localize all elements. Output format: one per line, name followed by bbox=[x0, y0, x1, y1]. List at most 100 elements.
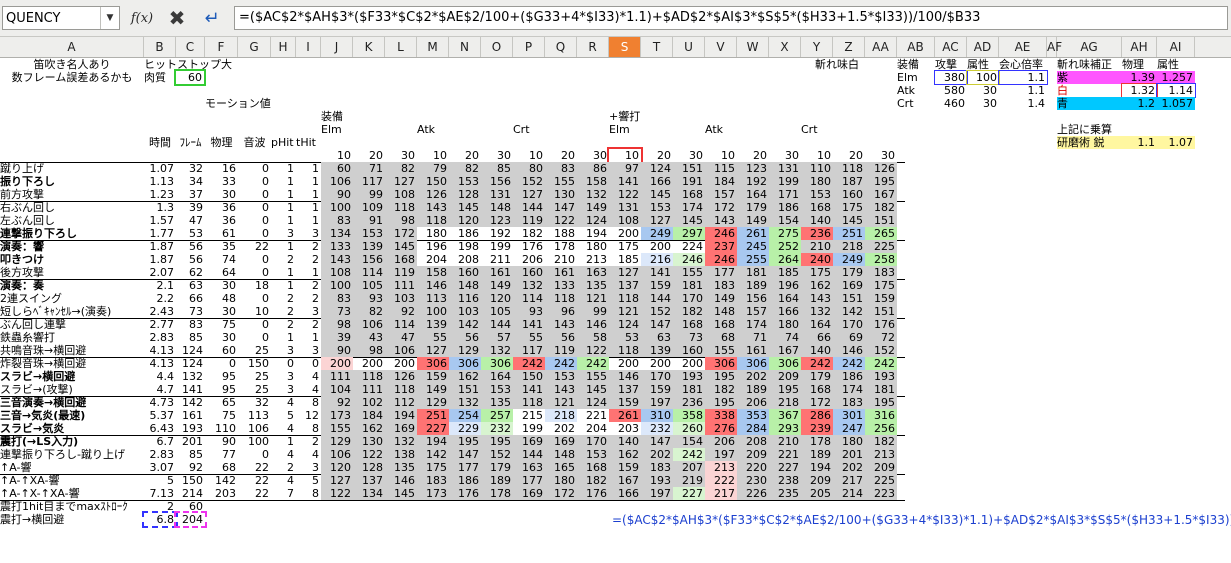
cell-b[interactable]: 時間 bbox=[149, 136, 171, 149]
cell-i[interactable]: 2 bbox=[312, 253, 319, 266]
damage-cell[interactable]: 132 bbox=[513, 279, 545, 292]
damage-cell[interactable]: 215 bbox=[522, 409, 543, 422]
damage-cell[interactable]: 119 bbox=[545, 344, 577, 357]
cell-b[interactable]: 1.13 bbox=[149, 175, 175, 188]
cell-g[interactable]: 0 bbox=[262, 292, 269, 305]
cell-b[interactable]: 4.13 bbox=[149, 344, 175, 357]
damage-cell[interactable]: 127 bbox=[321, 474, 353, 487]
damage-cell[interactable]: 183 bbox=[641, 461, 673, 474]
cell-i[interactable] bbox=[296, 513, 321, 526]
damage-cell[interactable]: 119 bbox=[385, 266, 417, 279]
damage-cell[interactable]: 120 bbox=[481, 292, 513, 305]
damage-cell[interactable]: 189 bbox=[801, 448, 833, 461]
damage-cell[interactable]: 166 bbox=[609, 487, 641, 500]
row-label[interactable]: 演奏：奏 bbox=[0, 279, 44, 292]
damage-cell[interactable]: 124 bbox=[609, 318, 641, 331]
cell-h[interactable]: 4 bbox=[287, 396, 294, 409]
damage-cell[interactable]: 213 bbox=[586, 253, 607, 266]
damage-cell[interactable]: 200 bbox=[321, 357, 353, 370]
cell-h[interactable]: 1 bbox=[287, 435, 294, 448]
cell-h[interactable]: 2 bbox=[287, 253, 294, 266]
damage-cell[interactable]: 227 bbox=[673, 487, 705, 500]
damage-cell[interactable]: 160 bbox=[673, 344, 705, 357]
cell-i[interactable]: 1 bbox=[312, 201, 319, 214]
damage-cell[interactable]: 232 bbox=[481, 422, 513, 435]
damage-cell[interactable]: 133 bbox=[545, 279, 577, 292]
cell-a[interactable]: 笛吹き名人あり bbox=[33, 58, 111, 71]
damage-cell[interactable]: 173 bbox=[321, 409, 353, 422]
column-header-t[interactable]: T bbox=[641, 37, 673, 57]
cell-h[interactable]: 1 bbox=[287, 279, 294, 292]
damage-cell[interactable]: 114 bbox=[353, 266, 385, 279]
cell-h[interactable]: 2 bbox=[287, 318, 294, 331]
damage-cell[interactable]: 185 bbox=[769, 266, 801, 279]
cell-i[interactable]: 2 bbox=[312, 435, 319, 448]
cell-b[interactable]: 2.83 bbox=[149, 331, 175, 344]
damage-cell[interactable]: 210 bbox=[554, 253, 575, 266]
cell-g[interactable]: 0 bbox=[262, 331, 269, 344]
cell-b[interactable]: 1.77 bbox=[149, 227, 175, 240]
damage-cell[interactable]: 145 bbox=[449, 201, 481, 214]
level-cell[interactable]: 10 bbox=[607, 147, 643, 164]
damage-cell[interactable]: 175 bbox=[833, 201, 865, 214]
damage-cell[interactable]: 210 bbox=[801, 240, 833, 253]
cell-f[interactable]: 48 bbox=[222, 292, 236, 305]
damage-cell[interactable]: 132 bbox=[481, 344, 513, 357]
row-label[interactable]: 震打→横回避 bbox=[0, 513, 65, 526]
damage-cell[interactable]: 160 bbox=[449, 266, 481, 279]
damage-cell[interactable]: 162 bbox=[449, 370, 481, 383]
cell-b[interactable]: 2 bbox=[167, 500, 174, 513]
cell-b[interactable]: 5 bbox=[167, 474, 174, 487]
cell-g[interactable]: 0 bbox=[262, 175, 269, 188]
damage-cell[interactable]: 194 bbox=[417, 435, 449, 448]
damage-cell[interactable]: 227 bbox=[769, 461, 801, 474]
damage-cell[interactable]: 208 bbox=[458, 253, 479, 266]
chevron-down-icon[interactable]: ▼ bbox=[100, 7, 119, 29]
cell-h[interactable] bbox=[271, 513, 296, 526]
damage-cell[interactable]: 124 bbox=[577, 396, 609, 409]
damage-cell[interactable]: 170 bbox=[833, 318, 865, 331]
damage-cell[interactable]: 143 bbox=[417, 201, 449, 214]
cell-b[interactable]: 1.23 bbox=[149, 188, 175, 201]
column-header-r[interactable]: R bbox=[577, 37, 609, 57]
damage-cell[interactable]: 151 bbox=[865, 214, 897, 227]
damage-cell[interactable]: 218 bbox=[833, 240, 865, 253]
damage-cell[interactable]: 115 bbox=[705, 162, 737, 175]
damage-cell[interactable]: 118 bbox=[385, 383, 417, 396]
damage-cell[interactable]: 163 bbox=[577, 266, 609, 279]
damage-cell[interactable]: 181 bbox=[865, 383, 897, 396]
damage-cell[interactable]: 130 bbox=[545, 188, 577, 201]
damage-cell[interactable]: 202 bbox=[737, 370, 769, 383]
cell-f[interactable]: 30 bbox=[222, 305, 236, 318]
damage-cell[interactable]: 53 bbox=[609, 331, 641, 344]
damage-cell[interactable]: 159 bbox=[641, 279, 673, 292]
column-header-y[interactable]: Y bbox=[801, 37, 833, 57]
damage-cell[interactable]: 154 bbox=[769, 214, 801, 227]
damage-cell[interactable]: 183 bbox=[705, 279, 737, 292]
row-label[interactable]: 震打(→LS入力) bbox=[0, 435, 79, 448]
damage-cell[interactable]: 132 bbox=[449, 396, 481, 409]
damage-cell[interactable]: 217 bbox=[833, 474, 865, 487]
damage-cell[interactable]: 141 bbox=[641, 266, 673, 279]
damage-cell[interactable]: 105 bbox=[481, 305, 513, 318]
cell-i[interactable]: 2 bbox=[312, 318, 319, 331]
row-label[interactable]: 短しらﾍﾞｷｬﾝｾﾙ→(演奏) bbox=[0, 305, 112, 318]
row-label[interactable]: 演奏：響 bbox=[0, 240, 44, 253]
damage-cell[interactable]: 150 bbox=[417, 175, 449, 188]
damage-cell[interactable]: 200 bbox=[650, 357, 671, 370]
name-box-value[interactable]: QUENCY bbox=[6, 11, 61, 26]
cell-b[interactable]: 1.07 bbox=[149, 162, 175, 175]
damage-cell[interactable]: 111 bbox=[385, 279, 417, 292]
cell-f[interactable]: 36 bbox=[222, 214, 236, 227]
damage-cell[interactable]: 168 bbox=[673, 318, 705, 331]
cell-g[interactable]: 32 bbox=[255, 396, 269, 409]
cell-ab[interactable]: Crt bbox=[897, 97, 914, 110]
cell-i[interactable]: 8 bbox=[312, 487, 319, 500]
column-header-ag[interactable]: AG bbox=[1057, 37, 1122, 57]
damage-cell[interactable]: 178 bbox=[481, 487, 513, 500]
damage-cell[interactable]: 172 bbox=[385, 227, 417, 240]
cell-f[interactable]: 35 bbox=[222, 240, 236, 253]
damage-cell[interactable]: 202 bbox=[641, 448, 673, 461]
damage-cell[interactable]: 178 bbox=[801, 435, 833, 448]
damage-cell[interactable]: 158 bbox=[577, 175, 609, 188]
